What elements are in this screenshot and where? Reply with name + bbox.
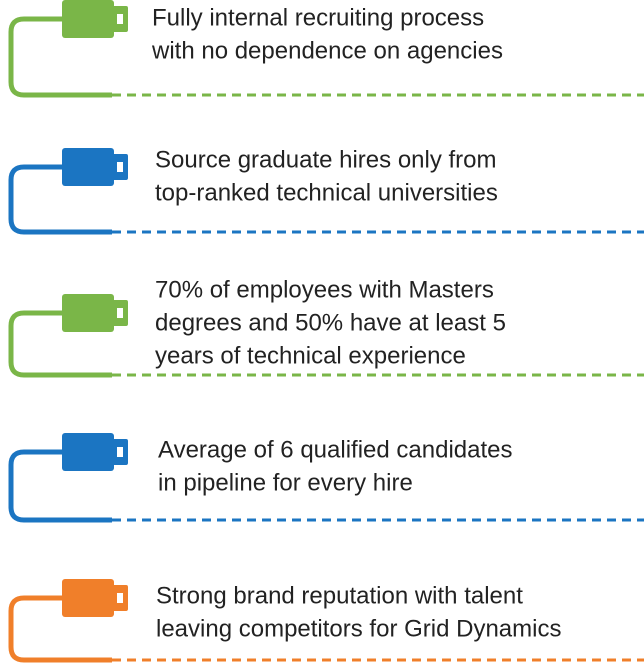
plug-body: [62, 148, 114, 186]
plug-body: [62, 433, 114, 471]
item-text: in pipeline for every hire: [158, 469, 413, 496]
item-text: top-ranked technical universities: [155, 179, 498, 206]
cable: [8, 595, 112, 663]
cable: [8, 164, 112, 235]
plug-hole: [117, 14, 123, 24]
item-text: Strong brand reputation with talent: [156, 582, 523, 609]
list-item: Fully internal recruiting process with no…: [8, 0, 644, 98]
list-item: Average of 6 qualified candidates in pipe…: [8, 433, 644, 523]
cable: [8, 449, 112, 523]
plug-hole: [117, 447, 123, 457]
plug-body: [62, 579, 114, 617]
item-text: 70% of employees with Masters: [155, 276, 494, 303]
cable: [8, 310, 112, 378]
list-item: Source graduate hires only from top-ranke…: [8, 146, 644, 235]
item-text: leaving competitors for Grid Dynamics: [156, 615, 561, 642]
list-item: 70% of employees with Masters degrees and…: [8, 276, 644, 378]
item-text: degrees and 50% have at least 5: [155, 309, 506, 336]
item-text: years of technical experience: [155, 342, 466, 369]
plug-hole: [117, 308, 123, 318]
item-text: Average of 6 qualified candidates: [158, 436, 512, 463]
list-item: Strong brand reputation with talent leavi…: [8, 579, 644, 663]
plug-hole: [117, 593, 123, 603]
plug-body: [62, 294, 114, 332]
item-text: Source graduate hires only from: [155, 146, 497, 173]
plug-body: [62, 0, 114, 38]
plug-hole: [117, 162, 123, 172]
item-text: with no dependence on agencies: [151, 37, 503, 64]
cable: [8, 16, 112, 98]
item-text: Fully internal recruiting process: [152, 4, 484, 31]
